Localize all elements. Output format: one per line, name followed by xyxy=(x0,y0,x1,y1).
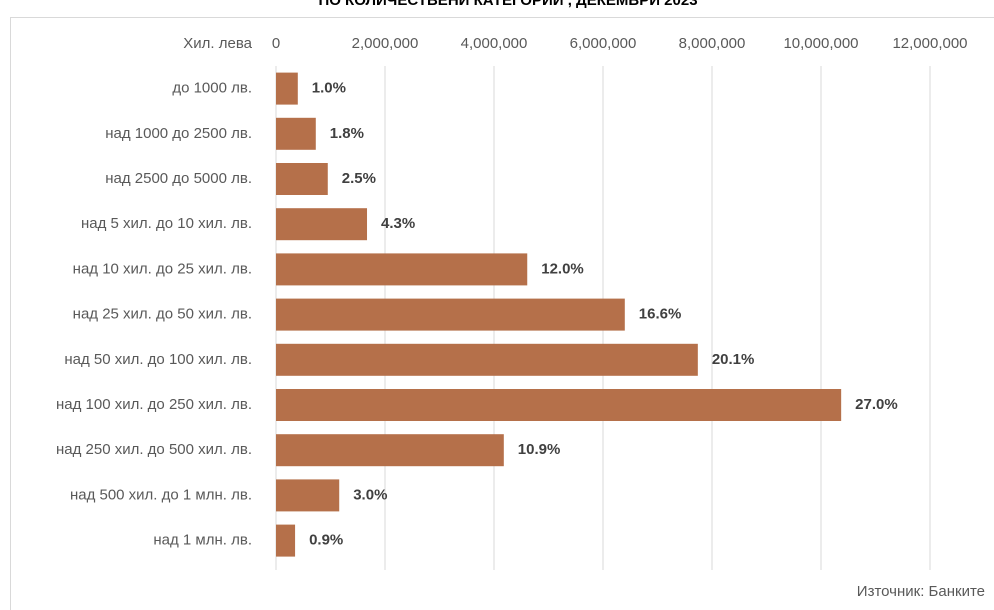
data-label: 1.8% xyxy=(330,125,364,142)
y-tick-label: над 500 хил. до 1 млн. лв. xyxy=(70,486,252,503)
y-tick-label: над 250 хил. до 500 хил. лв. xyxy=(56,441,252,458)
data-label: 1.0% xyxy=(312,80,346,97)
y-tick-label: до 1000 лв. xyxy=(172,80,252,97)
bar xyxy=(276,298,625,331)
bar xyxy=(276,389,842,421)
y-tick-label: над 100 хил. до 250 хил. лв. xyxy=(56,396,252,413)
y-tick-label: над 2500 до 5000 лв. xyxy=(105,170,252,187)
bar xyxy=(276,117,316,150)
data-label: 2.5% xyxy=(342,170,376,187)
x-tick-label: 10,000,000 xyxy=(783,35,858,52)
data-label: 3.0% xyxy=(353,486,387,503)
data-label: 4.3% xyxy=(381,215,415,232)
source: Източник: Банките xyxy=(857,583,985,600)
x-tick-label: 0 xyxy=(272,35,280,52)
bar xyxy=(276,163,328,195)
bar xyxy=(276,479,340,512)
y-tick-label: над 10 хил. до 25 хил. лв. xyxy=(73,260,252,277)
x-tick-label: 8,000,000 xyxy=(679,35,746,52)
bar xyxy=(276,253,528,286)
bar xyxy=(276,434,504,467)
data-label: 20.1% xyxy=(712,351,755,368)
bar xyxy=(276,524,296,557)
axis-label: Хил. лева xyxy=(183,35,252,52)
data-label: 0.9% xyxy=(309,532,343,549)
bar xyxy=(276,343,698,376)
y-tick-label: над 1000 до 2500 лв. xyxy=(105,125,252,142)
x-tick-label: 4,000,000 xyxy=(461,35,528,52)
x-tick-label: 2,000,000 xyxy=(352,35,419,52)
bar xyxy=(276,72,298,105)
x-tick-label: 6,000,000 xyxy=(570,35,637,52)
y-tick-label: над 1 млн. лв. xyxy=(153,532,252,549)
bar xyxy=(276,208,368,241)
y-tick-label: над 25 хил. до 50 хил. лв. xyxy=(73,306,252,323)
data-label: 27.0% xyxy=(855,396,898,413)
y-tick-label: над 5 хил. до 10 хил. лв. xyxy=(81,215,252,232)
data-label: 12.0% xyxy=(541,260,584,277)
data-label: 10.9% xyxy=(518,441,561,458)
chart-border xyxy=(10,17,994,610)
chart-title: ПО КОЛИЧЕСТВЕНИ КАТЕГОРИИ , ДЕКЕМВРИ 202… xyxy=(318,0,697,9)
data-label: 16.6% xyxy=(639,306,682,323)
x-tick-label: 12,000,000 xyxy=(892,35,967,52)
y-tick-label: над 50 хил. до 100 хил. лв. xyxy=(64,351,252,368)
